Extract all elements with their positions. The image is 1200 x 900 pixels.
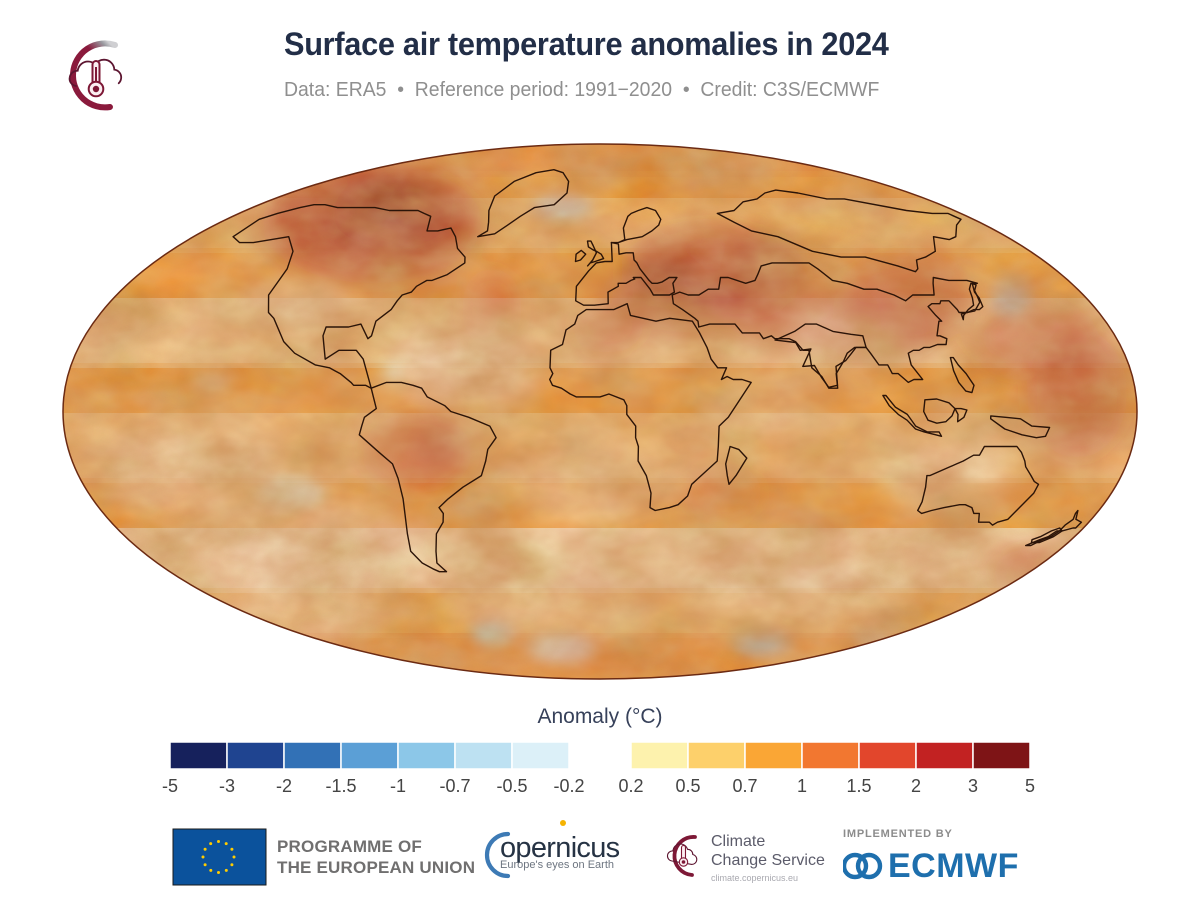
svg-text:-1.5: -1.5	[325, 776, 356, 796]
svg-text:-3: -3	[219, 776, 235, 796]
svg-text:-0.5: -0.5	[496, 776, 527, 796]
svg-text:-0.2: -0.2	[553, 776, 584, 796]
svg-text:1.5: 1.5	[846, 776, 871, 796]
svg-text:0.5: 0.5	[675, 776, 700, 796]
svg-text:0.2: 0.2	[618, 776, 643, 796]
svg-text:-0.7: -0.7	[439, 776, 470, 796]
svg-text:1: 1	[797, 776, 807, 796]
svg-text:-5: -5	[162, 776, 178, 796]
svg-text:-1: -1	[390, 776, 406, 796]
svg-text:3: 3	[968, 776, 978, 796]
svg-text:2: 2	[911, 776, 921, 796]
svg-text:0.7: 0.7	[732, 776, 757, 796]
svg-text:-2: -2	[276, 776, 292, 796]
svg-text:5: 5	[1025, 776, 1035, 796]
